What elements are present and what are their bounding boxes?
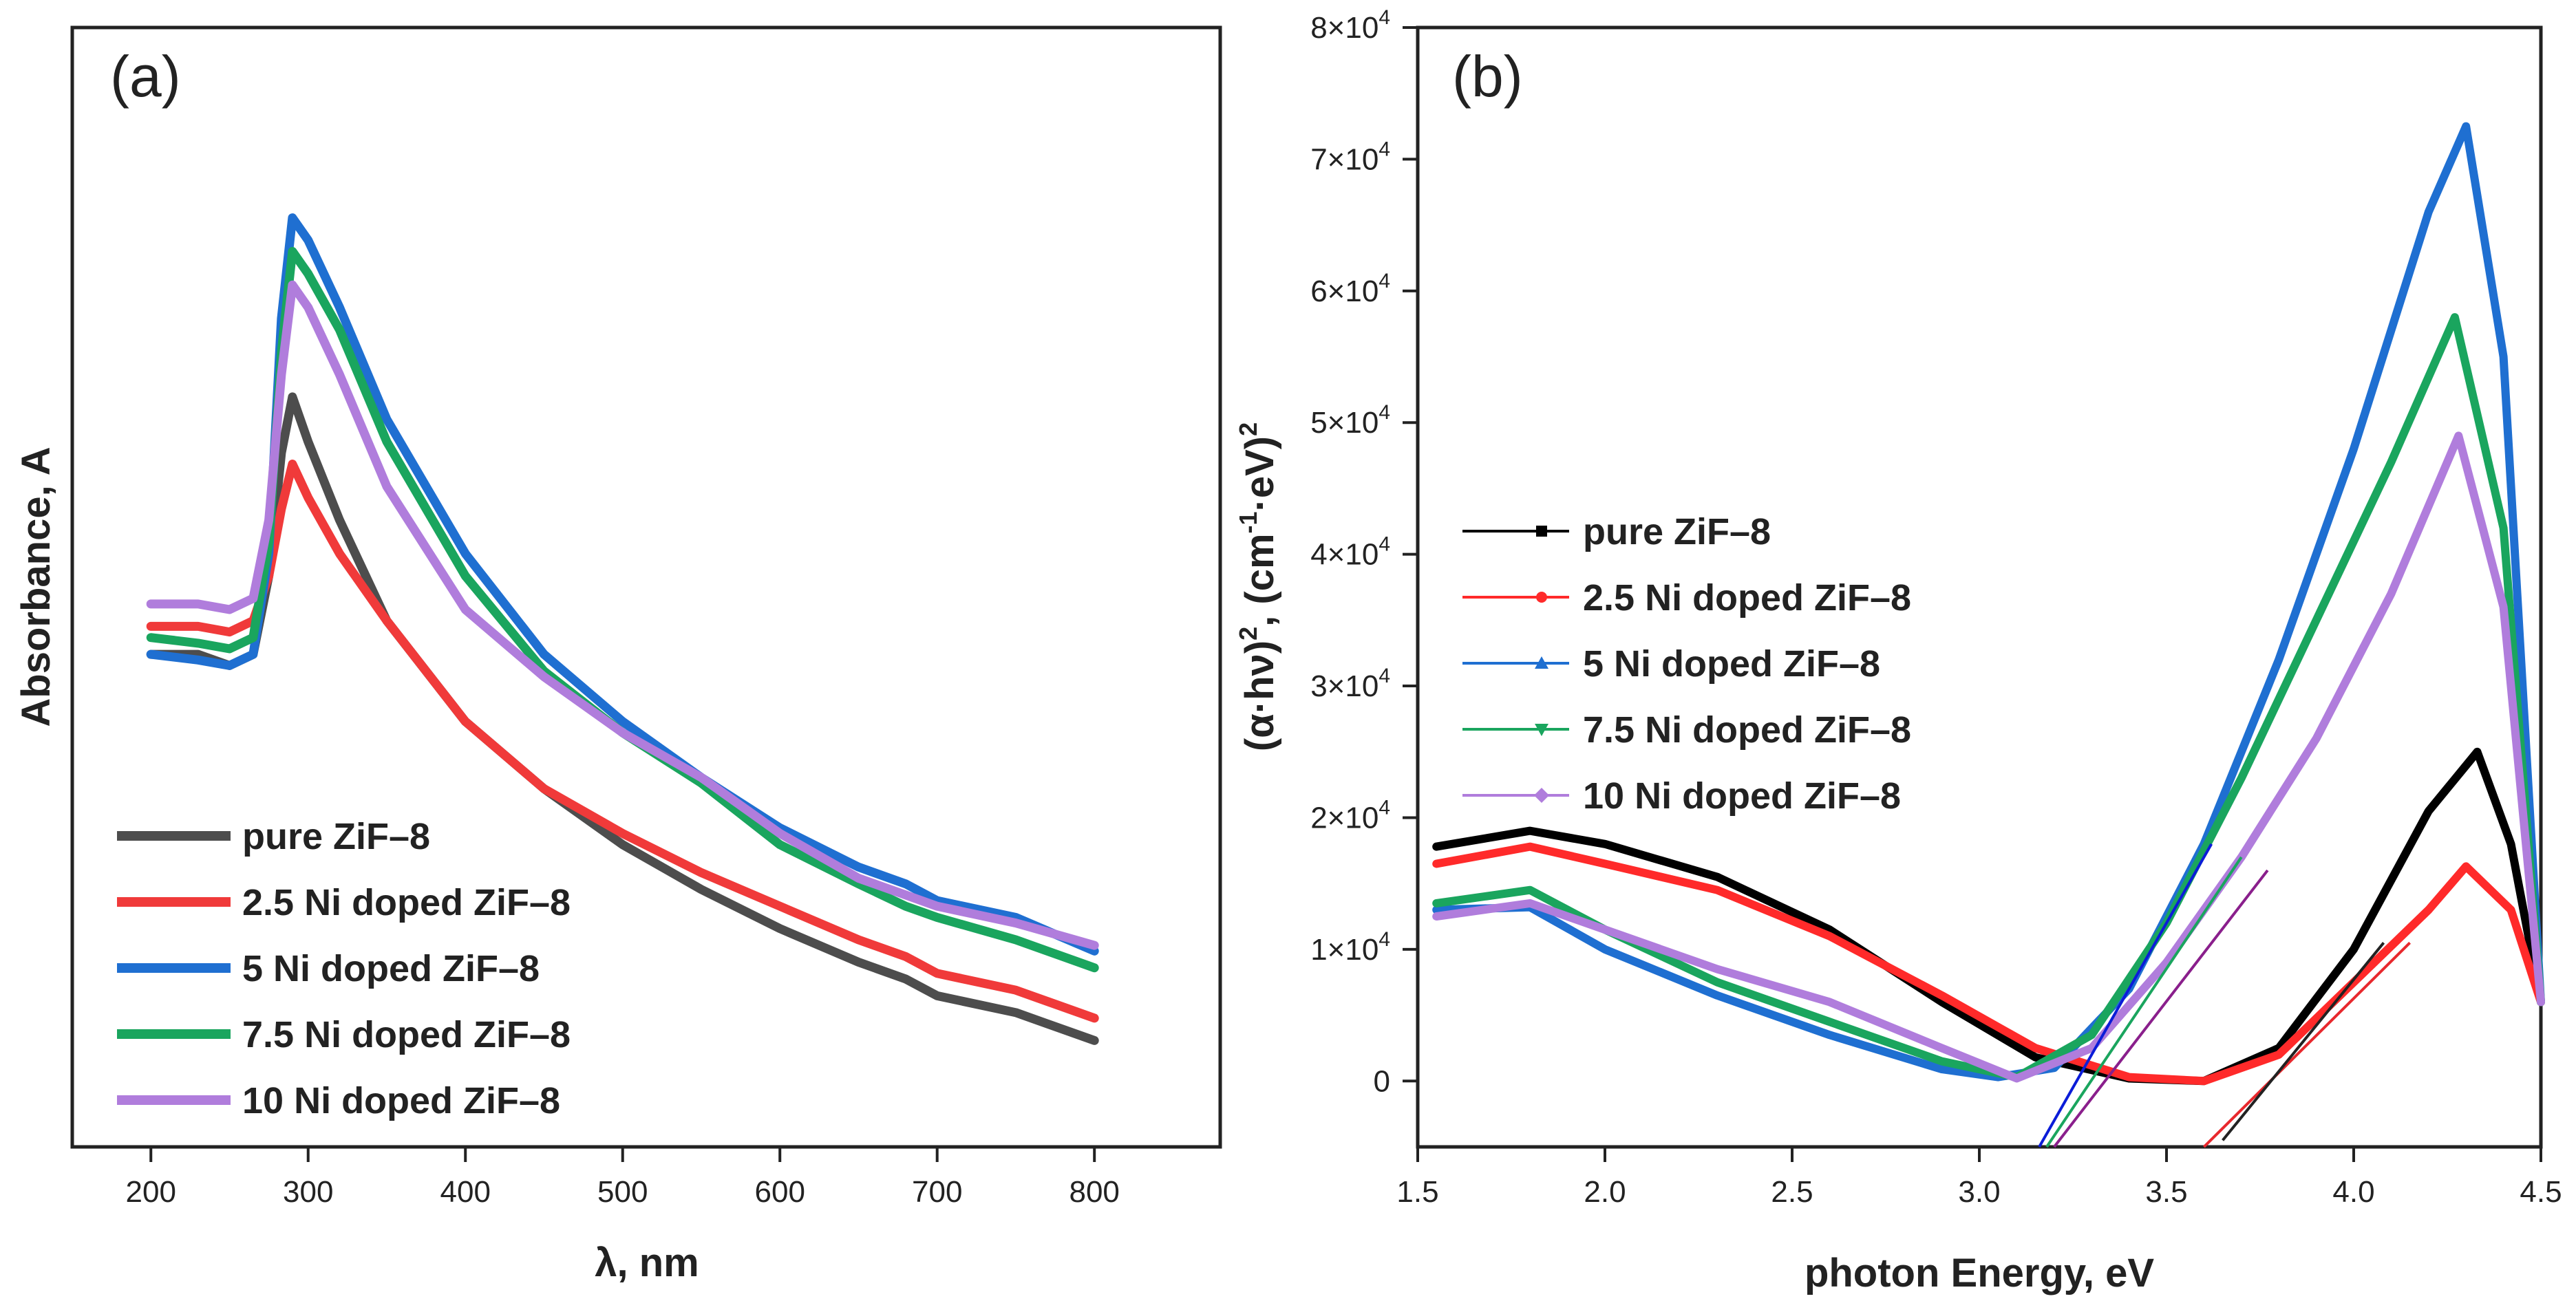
panel-b-tangent-line — [2222, 942, 2385, 1141]
panel-a-legend-label: pure ZiF–8 — [242, 816, 430, 857]
panel-b-y-axis-title: (α·hν)2, (cm-1·eV)2 — [1234, 422, 1282, 751]
panel-b-x-tick-label: 1.5 — [1396, 1175, 1438, 1209]
panel-a-x-tick-label: 700 — [912, 1175, 962, 1209]
panel-b-x-tick-label: 2.5 — [1771, 1175, 1813, 1209]
panel-b-y-tick-label: 5×104 — [1310, 401, 1390, 440]
panel-b-x-tick-label: 3.0 — [1958, 1175, 2000, 1209]
panel-b-y-tick-label: 6×104 — [1310, 270, 1390, 308]
panel-b-label: (b) — [1452, 44, 1523, 109]
panel-a-series — [146, 213, 1099, 1045]
panel-a-x-tick-label: 400 — [440, 1175, 491, 1209]
panel-b-legend-marker — [1534, 788, 1549, 803]
panel-a-frame — [70, 25, 1222, 1149]
panel-b-legend-marker — [1535, 724, 1548, 736]
panel-b-series-line — [1432, 313, 2545, 1082]
panel-b-y-tick-label: 7×104 — [1310, 138, 1390, 176]
panel-b-legend-marker — [1535, 656, 1548, 669]
panel-a-legend-label: 2.5 Ni doped ZiF–8 — [242, 882, 571, 923]
panel-a-legend: pure ZiF–8 2.5 Ni doped ZiF–8 5 Ni doped Z… — [117, 816, 571, 1121]
panel-b-series-line — [1432, 431, 2545, 1083]
panel-b-tangent-line — [2045, 856, 2243, 1148]
panel-b-series-line — [1432, 842, 2545, 1086]
panel-b-legend-label: 5 Ni doped ZiF–8 — [1583, 643, 1880, 685]
panel-b-tangent-line — [2053, 869, 2269, 1148]
panel-b-legend-marker — [1536, 526, 1547, 537]
panel-b-legend-label: 10 Ni doped ZiF–8 — [1583, 775, 1901, 817]
panel-b-legend-label: 2.5 Ni doped ZiF–8 — [1583, 577, 1911, 619]
panel-b-x-tick-label: 4.0 — [2332, 1175, 2374, 1209]
panel-a-legend-label: 10 Ni doped ZiF–8 — [242, 1080, 560, 1121]
panel-a-series-line — [146, 280, 1099, 950]
panel-a-x-tick-label: 200 — [126, 1175, 176, 1209]
panel-b-x-axis-title: photon Energy, eV — [1805, 1251, 2154, 1295]
panel-a-legend-label: 7.5 Ni doped ZiF–8 — [242, 1014, 571, 1055]
panel-b-y-tick-label: 0 — [1374, 1064, 1390, 1098]
panel-a-legend-label: 5 Ni doped ZiF–8 — [242, 948, 540, 989]
panel-b-x-tick-label: 3.5 — [2145, 1175, 2187, 1209]
panel-b-series — [1432, 122, 2545, 1086]
panel-a-y-axis-title: Absorbance, A — [14, 447, 58, 727]
panel-a-x-tick-label: 800 — [1069, 1175, 1119, 1209]
panel-b-legend-label: pure ZiF–8 — [1583, 511, 1771, 552]
panel-a-x-tick-label: 300 — [283, 1175, 333, 1209]
panel-b-x-tick-label: 4.5 — [2520, 1175, 2562, 1209]
panel-b-tangent-line — [2038, 843, 2213, 1148]
panel-b-tangent-lines — [2038, 843, 2412, 1148]
panel-a-series-line — [146, 460, 1099, 1023]
panel-a-x-ticks: 200 300 400 500 600 700 800 — [126, 1147, 1120, 1209]
panel-a-label: (a) — [110, 44, 181, 109]
panel-a-x-axis-title: λ, nm — [595, 1240, 699, 1285]
panel-a-series-line — [146, 246, 1099, 973]
panel-b-legend: pure ZiF–8 2.5 Ni doped ZiF–8 5 Ni doped Z… — [1462, 511, 1911, 817]
panel-b-y-tick-label: 4×104 — [1310, 533, 1390, 572]
panel-b-y-tick-label: 2×104 — [1310, 796, 1390, 835]
panel-a-x-tick-label: 600 — [755, 1175, 805, 1209]
panel-b-y-tick-label: 1×104 — [1310, 928, 1390, 967]
panel-b-y-tick-label: 8×104 — [1310, 6, 1390, 45]
panel-b-tangent-line — [2202, 941, 2412, 1148]
panel-b-legend-label: 7.5 Ni doped ZiF–8 — [1583, 709, 1911, 751]
panel-b-y-tick-label: 3×104 — [1310, 665, 1390, 703]
panel-b-legend-marker — [1536, 592, 1547, 603]
panel-a-x-tick-label: 500 — [597, 1175, 648, 1209]
panel-b-ticks: 1.5 2.0 2.5 3.0 3.5 4.0 4.5 0 1×104 2×104 3×104 4×1… — [1310, 6, 2562, 1209]
panel-b-tauc-chart: (b) 1.5 2.0 2.5 3.0 3.5 4.0 4.5 0 1×104 2×104 3×10… — [1234, 6, 2562, 1295]
panel-b-x-tick-label: 2.0 — [1584, 1175, 1626, 1209]
panel-a-absorbance-chart: (a) 200 300 400 500 600 700 800 pure ZiF–8 2.5 … — [14, 25, 1222, 1285]
